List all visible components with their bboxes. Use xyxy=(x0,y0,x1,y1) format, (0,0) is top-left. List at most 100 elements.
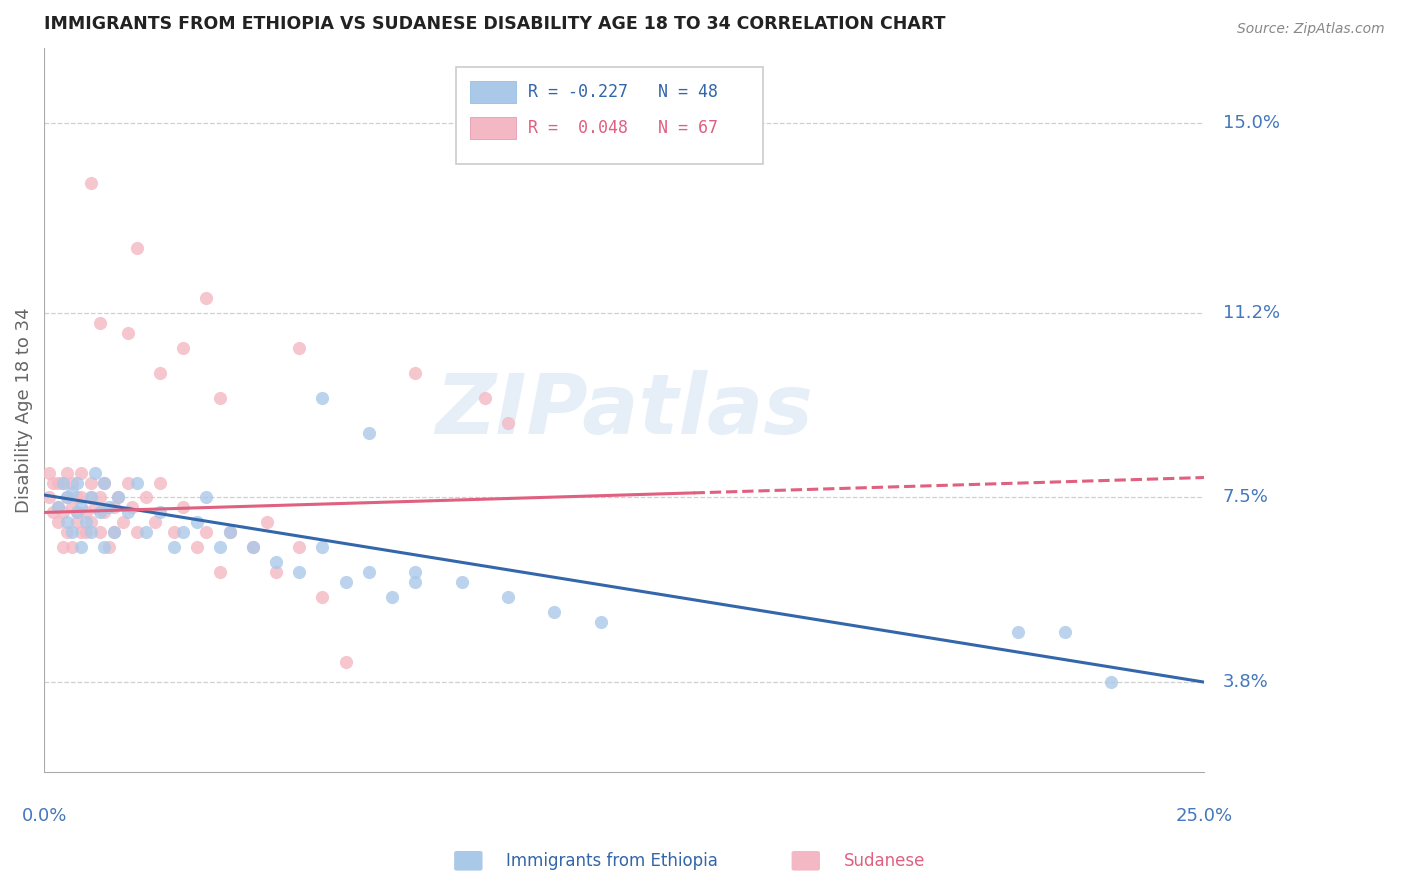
Point xyxy=(46,500,69,515)
Point xyxy=(103,525,125,540)
Point xyxy=(70,466,93,480)
Y-axis label: Disability Age 18 to 34: Disability Age 18 to 34 xyxy=(15,308,32,513)
Point xyxy=(89,505,111,519)
Point xyxy=(60,541,83,555)
Point xyxy=(242,541,264,555)
Point xyxy=(218,525,240,540)
Point xyxy=(496,416,519,430)
Point xyxy=(121,500,143,515)
Point xyxy=(52,475,75,490)
Point xyxy=(65,475,87,490)
Point xyxy=(311,541,333,555)
Bar xyxy=(470,81,516,103)
Point xyxy=(93,475,115,490)
Point xyxy=(149,505,172,519)
Point xyxy=(56,491,79,505)
Point xyxy=(84,500,107,515)
Point xyxy=(264,555,287,569)
Point xyxy=(149,366,172,380)
Point xyxy=(79,525,101,540)
Point xyxy=(60,500,83,515)
Point xyxy=(242,541,264,555)
Text: 15.0%: 15.0% xyxy=(1223,114,1279,132)
Point xyxy=(42,505,65,519)
Point xyxy=(75,525,97,540)
Point xyxy=(107,491,129,505)
Point xyxy=(589,615,612,630)
Point xyxy=(46,500,69,515)
Point xyxy=(209,541,232,555)
Point xyxy=(125,475,148,490)
Point xyxy=(474,391,496,405)
Text: IMMIGRANTS FROM ETHIOPIA VS SUDANESE DISABILITY AGE 18 TO 34 CORRELATION CHART: IMMIGRANTS FROM ETHIOPIA VS SUDANESE DIS… xyxy=(44,15,946,33)
Point xyxy=(52,541,75,555)
Point xyxy=(172,525,194,540)
Text: 11.2%: 11.2% xyxy=(1223,304,1279,322)
Text: 7.5%: 7.5% xyxy=(1223,489,1268,507)
Point xyxy=(46,516,69,530)
Point xyxy=(163,525,186,540)
Text: Immigrants from Ethiopia: Immigrants from Ethiopia xyxy=(506,852,718,870)
Point xyxy=(56,516,79,530)
Point xyxy=(149,475,172,490)
Point xyxy=(135,525,157,540)
Point xyxy=(218,525,240,540)
Bar xyxy=(470,117,516,139)
Point xyxy=(70,525,93,540)
Point xyxy=(56,525,79,540)
Point xyxy=(186,516,208,530)
Point xyxy=(98,541,121,555)
Point xyxy=(288,566,311,580)
Point xyxy=(52,505,75,519)
Point xyxy=(42,475,65,490)
Point xyxy=(195,525,218,540)
Point xyxy=(404,566,426,580)
Point xyxy=(70,541,93,555)
Point xyxy=(357,566,380,580)
Point xyxy=(79,176,101,190)
Point xyxy=(209,391,232,405)
Point xyxy=(311,391,333,405)
Point xyxy=(450,575,472,590)
Point xyxy=(89,491,111,505)
Point xyxy=(111,516,134,530)
Point xyxy=(186,541,208,555)
Point xyxy=(79,491,101,505)
Point xyxy=(79,516,101,530)
Point xyxy=(89,316,111,330)
Point xyxy=(335,655,357,669)
Text: R =  0.048   N = 67: R = 0.048 N = 67 xyxy=(527,119,718,137)
Point xyxy=(404,366,426,380)
Point xyxy=(335,575,357,590)
Point xyxy=(311,591,333,605)
Point xyxy=(172,500,194,515)
Point xyxy=(65,516,87,530)
Point xyxy=(98,500,121,515)
Point xyxy=(107,491,129,505)
Point xyxy=(60,475,83,490)
Point xyxy=(52,475,75,490)
Text: Source: ZipAtlas.com: Source: ZipAtlas.com xyxy=(1237,22,1385,37)
Point xyxy=(357,425,380,440)
Point xyxy=(117,505,139,519)
FancyBboxPatch shape xyxy=(456,67,763,164)
Point xyxy=(288,541,311,555)
Point xyxy=(145,516,167,530)
Point xyxy=(56,491,79,505)
Text: 0.0%: 0.0% xyxy=(21,807,67,825)
Point xyxy=(56,466,79,480)
Point xyxy=(496,591,519,605)
Point xyxy=(404,575,426,590)
Point xyxy=(163,541,186,555)
Point xyxy=(60,485,83,500)
Point xyxy=(209,566,232,580)
Point xyxy=(93,541,115,555)
Point xyxy=(117,475,139,490)
Point xyxy=(543,605,565,619)
Point xyxy=(256,516,278,530)
Point xyxy=(65,505,87,519)
Text: 3.8%: 3.8% xyxy=(1223,673,1268,691)
Point xyxy=(125,525,148,540)
Point xyxy=(38,466,60,480)
Text: Sudanese: Sudanese xyxy=(844,852,925,870)
